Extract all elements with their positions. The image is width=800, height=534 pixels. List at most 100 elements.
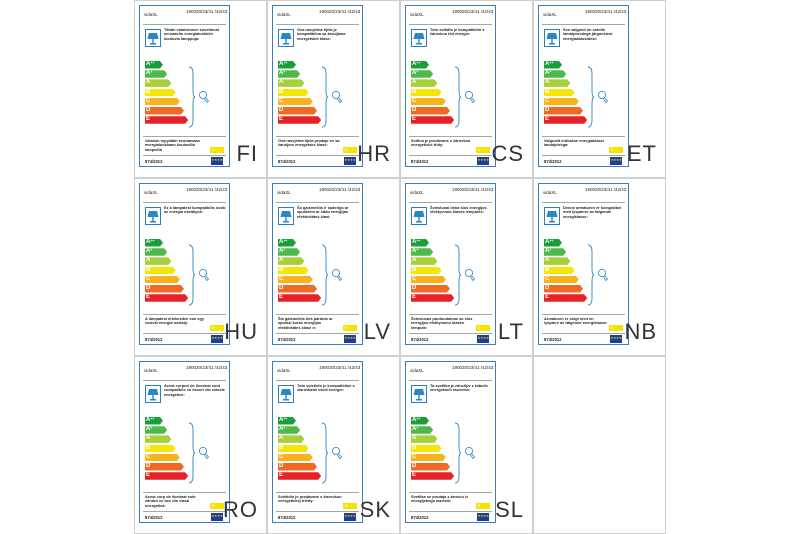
class-box: E (476, 325, 490, 331)
energy-bar: D (411, 285, 450, 293)
divider (409, 314, 492, 315)
brand-name: vidaXL (277, 12, 291, 17)
bulb-icon (332, 447, 343, 460)
class-box: E (476, 147, 490, 153)
brand-name: vidaXL (144, 368, 158, 373)
energy-bar: D (145, 107, 184, 115)
energy-label: vidaXL 190020/23/41 /42/43 Šo gaismeklis… (272, 183, 363, 345)
energy-class-letter: A (545, 257, 550, 264)
divider (276, 136, 359, 137)
energy-bar: A (411, 257, 437, 265)
empty-cell (533, 356, 666, 534)
brand-name: vidaXL (543, 12, 557, 17)
energy-class-letter: A (279, 417, 284, 423)
energy-class-letter: D (146, 463, 151, 469)
regulation-number: 874/2012 (411, 337, 429, 342)
compatibility-text: See valgusti on sobilik lambipirnidega j… (563, 27, 613, 41)
energy-class-letter: A (279, 435, 284, 442)
brand-name: vidaXL (144, 190, 158, 195)
energy-bar: D (544, 107, 583, 115)
energy-class-letter: D (279, 107, 284, 113)
energy-class-letter: A (412, 248, 417, 255)
divider (542, 136, 625, 137)
energy-class-letter: E (146, 472, 151, 479)
energy-class-letter: D (412, 107, 417, 113)
divider (276, 492, 359, 493)
energy-class-letter: C (279, 97, 284, 104)
eu-flag-icon: ★★★★ (344, 335, 356, 343)
energy-class-plus: ++ (549, 239, 554, 243)
energy-class-letter: C (545, 275, 550, 282)
regulation-number: 874/2012 (411, 515, 429, 520)
energy-class-plus: + (283, 426, 286, 431)
compatibility-text: Toto svietidlo je kompatibilné s žiarovk… (297, 383, 355, 393)
energy-class-plus: + (283, 70, 286, 75)
energy-class-letter: B (279, 266, 284, 273)
energy-bar: A (411, 435, 437, 443)
language-code: LT (497, 319, 524, 344)
energy-bar: E (145, 294, 188, 302)
energy-bar: E (145, 116, 188, 124)
bulb-icon (199, 91, 210, 104)
energy-class-plus: ++ (416, 239, 421, 243)
energy-bar: E (544, 116, 587, 124)
divider (409, 511, 492, 512)
energy-bar: A (278, 257, 304, 265)
brace-icon (321, 422, 329, 484)
sold-with-text: Armaturen er solgt med en lyspære av føl… (544, 316, 608, 326)
compatibility-text: Ta svetilka je združljiv z žabulic energ… (430, 383, 488, 393)
energy-class-letter: A (545, 248, 550, 255)
divider (276, 202, 359, 203)
energy-label: vidaXL 190020/23/41 /42/43 Ez a lámpates… (139, 183, 230, 345)
label-cell-lt: vidaXL 190020/23/41 /42/43 Šviestuvai ti… (400, 178, 533, 356)
energy-class-plus: ++ (150, 61, 155, 65)
energy-class-letter: C (146, 97, 151, 104)
class-box: E (609, 325, 623, 331)
divider (143, 155, 226, 156)
energy-class-letter: D (279, 285, 284, 291)
brace-icon (454, 66, 462, 128)
reference-number: 190020/23/41 /42/43 (585, 187, 627, 192)
energy-class-letter: C (412, 97, 417, 104)
energy-class-letter: A (146, 248, 151, 255)
sold-with-text: Svítina je prodávané s žárovkou energeti… (411, 138, 471, 148)
energy-bar: A++ (278, 417, 296, 425)
energy-bar: E (411, 472, 454, 480)
energy-scale: A++ A+ A B C D E (278, 61, 323, 131)
energy-class-letter: A (146, 435, 151, 442)
energy-bar: E (411, 116, 454, 124)
energy-bar: E (278, 116, 321, 124)
energy-scale: A++ A+ A B C D E (145, 61, 190, 131)
class-box: E (210, 503, 224, 509)
eu-flag-icon: ★★★★ (610, 335, 622, 343)
energy-class-letter: A (412, 435, 417, 442)
brand-name: vidaXL (277, 190, 291, 195)
energy-bar: B (411, 445, 442, 453)
energy-bar: C (145, 454, 180, 462)
compatibility-text: Toto svítidlo je kompatibilní s žárovkou… (430, 27, 485, 37)
bulb-icon (332, 269, 343, 282)
divider (276, 314, 359, 315)
energy-bar: A+ (544, 70, 566, 78)
divider (409, 24, 492, 25)
energy-class-letter: C (412, 453, 417, 460)
energy-bar: B (278, 445, 309, 453)
reference-number: 190020/23/41 /42/43 (452, 9, 494, 14)
energy-class-letter: B (279, 444, 284, 451)
energy-class-letter: E (412, 294, 417, 301)
class-box: E (343, 147, 357, 153)
compatibility-text: Denne armaturen er kompatibel med lyspær… (563, 205, 622, 219)
brace-icon (454, 244, 462, 306)
brand-name: vidaXL (277, 368, 291, 373)
brand-name: vidaXL (144, 12, 158, 17)
energy-class-letter: C (412, 275, 417, 282)
energy-class-letter: E (545, 116, 550, 123)
energy-bar: A++ (544, 239, 562, 247)
compatibility-text: Ova rasvjetna tijela je kompatibilna sa … (297, 27, 346, 41)
energy-bar: D (278, 285, 317, 293)
energy-class-letter: A (279, 70, 284, 77)
sold-with-text: Šviestuvas parduodamas su šios energijos… (411, 316, 473, 330)
energy-scale: A++ A+ A B C D E (544, 61, 589, 131)
energy-class-plus: + (150, 70, 153, 75)
energy-class-plus: + (416, 426, 419, 431)
